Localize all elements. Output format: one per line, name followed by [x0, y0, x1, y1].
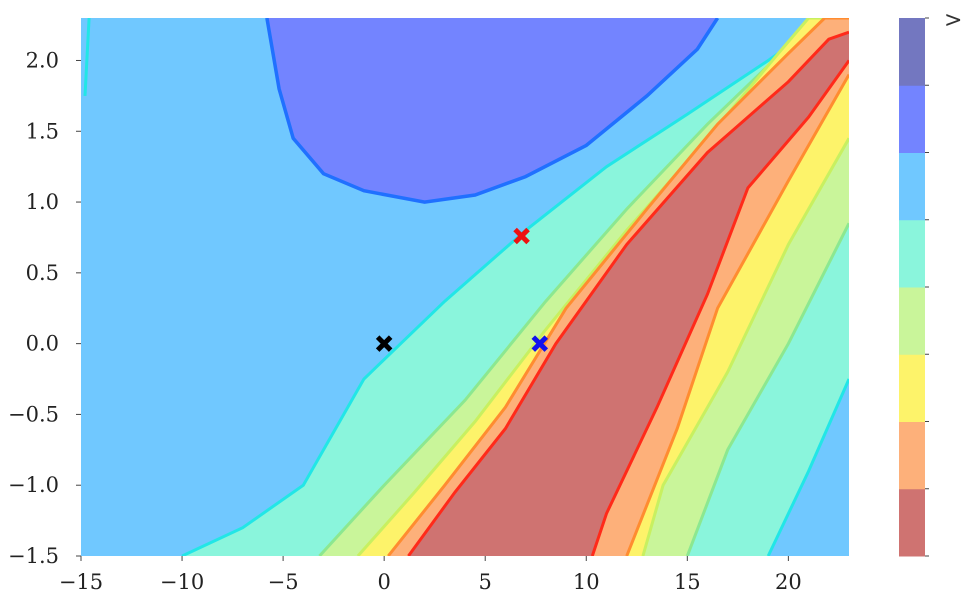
marker-0 — [375, 335, 393, 352]
y-tick-label-0: 2.0 — [26, 48, 59, 72]
colorbar-segment-1 — [899, 421, 925, 490]
x-tick-label-1: −10 — [160, 570, 204, 594]
x-tick-label-0: −15 — [59, 570, 103, 594]
contour-line-extra-0 — [83, 18, 91, 96]
plot-area — [81, 18, 849, 556]
contour-line-level-2-upper — [387, 18, 849, 556]
contour-line-level-1-upper — [407, 30, 849, 556]
y-tick-label-6: −1.0 — [8, 473, 59, 497]
y-tick-label-4: 0.0 — [26, 332, 59, 356]
contour-line-level-5-lower — [766, 378, 849, 556]
x-tick-label-3: 0 — [377, 570, 390, 594]
y-tick-label-2: 1.0 — [26, 190, 59, 214]
colorbar: > — [899, 8, 962, 557]
colorbar-segment-5 — [899, 152, 925, 221]
y-axis: 2.0 1.5 1.0 0.5 0.0 −0.5 −1.0 −1.5 — [8, 48, 81, 568]
y-tick-label-1: 1.5 — [26, 119, 59, 143]
contour-region-level-7 — [266, 18, 718, 203]
colorbar-top-label: > — [944, 8, 962, 33]
contour-line-level-1-lower — [590, 59, 849, 556]
marker-2 — [531, 335, 549, 352]
colorbar-segment-4 — [899, 219, 925, 288]
x-tick-label-2: −5 — [268, 570, 299, 594]
x-axis: −15 −10 −5 0 5 10 15 20 — [59, 556, 802, 594]
x-tick-label-5: 10 — [573, 570, 600, 594]
contour-line-level-2-lower — [625, 73, 849, 556]
y-tick-label-3: 0.5 — [26, 261, 59, 285]
x-tick-label-4: 5 — [479, 570, 492, 594]
contour-line-level-7 — [265, 18, 720, 204]
y-tick-label-5: −0.5 — [8, 402, 59, 426]
colorbar-segment-3 — [899, 287, 925, 355]
contour-line-level-3-upper — [356, 18, 849, 556]
x-tick-label-6: 15 — [674, 570, 701, 594]
colorbar-segment-0 — [899, 488, 925, 557]
colorbar-segment-6 — [899, 85, 925, 153]
markers-layer — [375, 227, 549, 352]
contour-line-level-3-lower — [641, 137, 849, 556]
x-tick-label-7: 20 — [775, 570, 802, 594]
colorbar-segment-7 — [899, 18, 925, 86]
contour-line-level-4-lower — [685, 222, 849, 556]
colorbar-segment-2 — [899, 354, 925, 422]
marker-1 — [513, 227, 530, 245]
contour-region-level-1 — [408, 32, 849, 556]
y-tick-label-7: −1.5 — [8, 544, 59, 568]
